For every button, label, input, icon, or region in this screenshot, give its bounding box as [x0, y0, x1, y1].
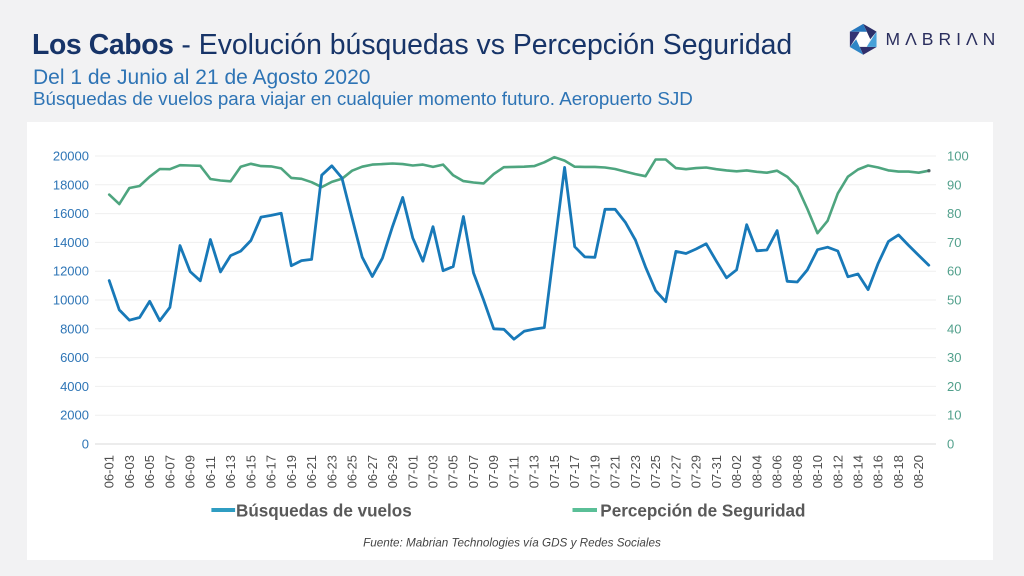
svg-text:08-10: 08-10 — [810, 455, 825, 488]
svg-text:14000: 14000 — [53, 235, 89, 250]
svg-text:07-23: 07-23 — [628, 455, 643, 488]
svg-text:06-05: 06-05 — [142, 455, 157, 488]
svg-text:06-29: 06-29 — [385, 455, 400, 488]
svg-text:06-07: 06-07 — [162, 455, 177, 488]
svg-text:07-27: 07-27 — [668, 455, 683, 488]
svg-text:08-04: 08-04 — [749, 455, 764, 488]
svg-text:50: 50 — [947, 293, 961, 308]
svg-text:08-16: 08-16 — [871, 455, 886, 488]
svg-text:0: 0 — [947, 437, 954, 452]
svg-text:08-06: 08-06 — [770, 455, 785, 488]
svg-text:07-11: 07-11 — [507, 456, 522, 488]
svg-text:07-13: 07-13 — [527, 455, 542, 488]
svg-text:07-01: 07-01 — [405, 455, 420, 488]
svg-text:0: 0 — [82, 437, 89, 452]
svg-text:07-31: 07-31 — [709, 455, 724, 488]
svg-text:07-03: 07-03 — [426, 455, 441, 488]
svg-text:06-23: 06-23 — [324, 455, 339, 488]
svg-text:MΛBRIΛN: MΛBRIΛN — [886, 29, 1001, 49]
svg-text:07-15: 07-15 — [547, 455, 562, 488]
svg-text:70: 70 — [947, 235, 961, 250]
svg-text:12000: 12000 — [53, 264, 89, 279]
svg-text:06-27: 06-27 — [365, 455, 380, 488]
svg-text:6000: 6000 — [60, 350, 89, 365]
svg-text:07-29: 07-29 — [689, 455, 704, 488]
svg-text:06-19: 06-19 — [284, 455, 299, 488]
svg-text:8000: 8000 — [60, 321, 89, 336]
svg-text:07-25: 07-25 — [648, 455, 663, 488]
svg-text:90: 90 — [947, 177, 961, 192]
svg-text:08-08: 08-08 — [790, 455, 805, 488]
svg-text:08-20: 08-20 — [911, 455, 926, 488]
svg-text:06-11: 06-11 — [203, 456, 218, 488]
svg-text:Fuente: Mabrian Technologies v: Fuente: Mabrian Technologies vía GDS y R… — [363, 537, 661, 550]
svg-text:20000: 20000 — [53, 149, 89, 164]
svg-text:06-15: 06-15 — [243, 455, 258, 488]
svg-text:06-17: 06-17 — [264, 455, 279, 488]
svg-text:06-09: 06-09 — [183, 455, 198, 488]
svg-text:18000: 18000 — [53, 177, 89, 192]
svg-text:30: 30 — [947, 350, 961, 365]
svg-text:06-03: 06-03 — [122, 455, 137, 488]
svg-text:100: 100 — [947, 149, 969, 164]
svg-text:08-14: 08-14 — [851, 455, 866, 488]
svg-text:20: 20 — [947, 379, 961, 394]
svg-text:07-21: 07-21 — [608, 455, 623, 488]
svg-text:07-07: 07-07 — [466, 455, 481, 488]
svg-text:4000: 4000 — [60, 379, 89, 394]
svg-text:2000: 2000 — [60, 408, 89, 423]
svg-text:10: 10 — [947, 408, 961, 423]
svg-text:07-19: 07-19 — [587, 455, 602, 488]
svg-text:07-05: 07-05 — [446, 455, 461, 488]
svg-text:06-21: 06-21 — [304, 455, 319, 488]
svg-text:08-02: 08-02 — [729, 455, 744, 488]
svg-text:08-12: 08-12 — [830, 455, 845, 488]
svg-text:Búsquedas de vuelos: Búsquedas de vuelos — [236, 501, 412, 520]
svg-text:Percepción de Seguridad: Percepción de Seguridad — [600, 501, 805, 520]
svg-text:07-09: 07-09 — [486, 455, 501, 488]
svg-text:06-01: 06-01 — [102, 455, 117, 488]
svg-text:80: 80 — [947, 206, 961, 221]
svg-text:08-18: 08-18 — [891, 455, 906, 488]
svg-text:07-17: 07-17 — [567, 455, 582, 488]
svg-text:16000: 16000 — [53, 206, 89, 221]
svg-text:10000: 10000 — [53, 293, 89, 308]
svg-text:06-25: 06-25 — [345, 455, 360, 488]
svg-text:40: 40 — [947, 321, 961, 336]
svg-text:06-13: 06-13 — [223, 455, 238, 488]
svg-text:60: 60 — [947, 264, 961, 279]
